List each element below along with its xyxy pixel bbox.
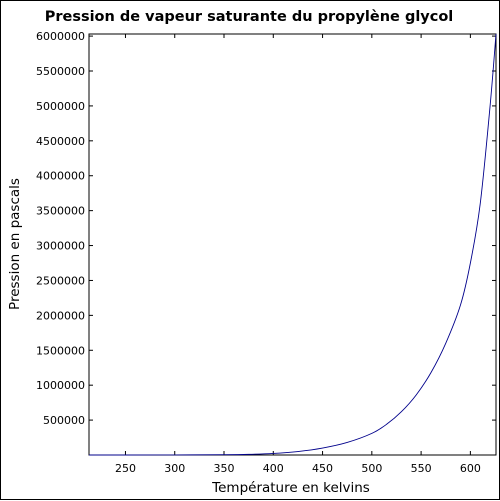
x-tick-label: 450 [312,462,333,475]
x-tick-label: 500 [361,462,382,475]
y-tick-label: 3000000 [36,240,85,253]
chart-title: Pression de vapeur saturante du propylèn… [45,9,454,25]
y-tick-label: 500000 [43,414,85,427]
x-tick-label: 400 [263,462,284,475]
y-tick-label: 2000000 [36,309,85,322]
y-axis: 500000 1000000 1500000 2000000 2500000 300000… [36,30,496,427]
vapor-pressure-curve [88,33,497,456]
x-tick-label: 550 [411,462,432,475]
y-tick-label: 4500000 [36,135,85,148]
y-tick-label: 6000000 [36,30,85,43]
x-tick-label: 300 [164,462,185,475]
x-axis-label: Température en kelvins [211,480,370,496]
y-tick-label: 1500000 [36,344,85,357]
y-tick-label: 2500000 [36,274,85,287]
y-axis-label: Pression en pascals [7,178,23,310]
x-tick-label: 600 [460,462,481,475]
y-tick-label: 3500000 [36,205,85,218]
y-tick-label: 1000000 [36,379,85,392]
y-tick-label: 5000000 [36,100,85,113]
x-tick-label: 350 [214,462,235,475]
y-tick-label: 5500000 [36,65,85,78]
x-tick-label: 250 [115,462,136,475]
x-axis: 250 300 350 400 450 500 550 600 [115,34,481,475]
plot-area [88,33,497,456]
y-tick-label: 4000000 [36,170,85,183]
